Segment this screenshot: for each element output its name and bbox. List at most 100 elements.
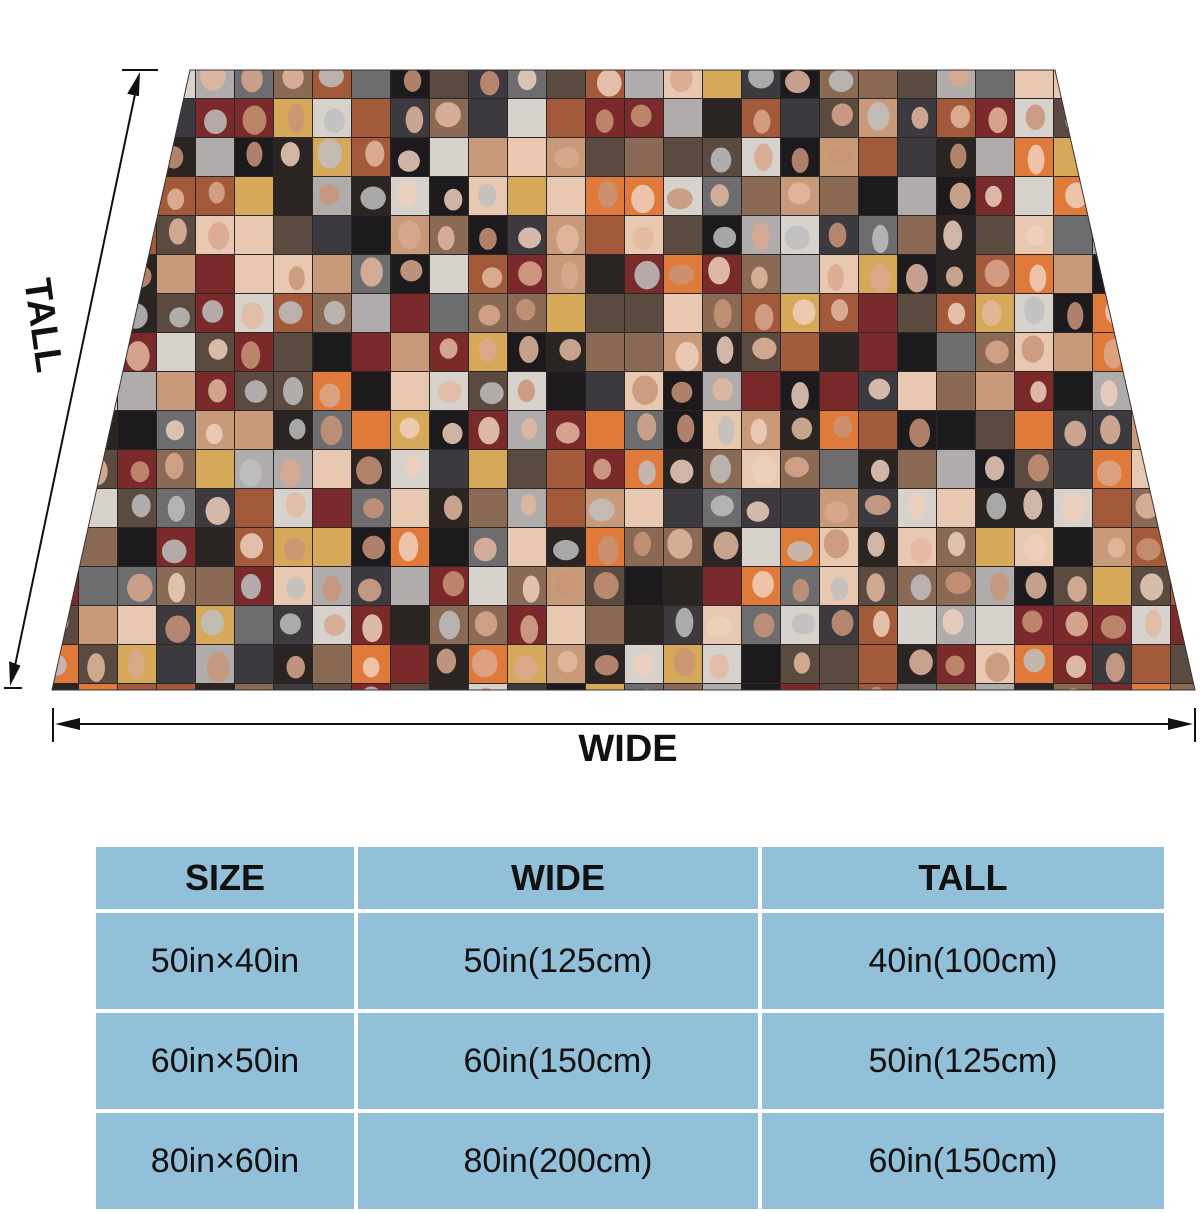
collage-face xyxy=(828,70,854,92)
collage-face xyxy=(93,379,110,401)
collage-face xyxy=(986,492,1007,520)
collage-face xyxy=(713,226,737,249)
collage-face xyxy=(867,686,886,690)
collage-tile xyxy=(898,177,936,215)
collage-tile xyxy=(1132,177,1170,215)
tall-cell: 60in(150cm) xyxy=(762,1113,1164,1209)
collage-face xyxy=(282,70,304,90)
collage-face xyxy=(208,222,230,250)
collage-tile xyxy=(820,177,858,215)
collage-face xyxy=(1061,492,1086,522)
tall-dimension-arrow xyxy=(4,69,158,689)
collage-tile xyxy=(79,411,117,449)
collage-face xyxy=(867,531,885,557)
wide-dimension-arrow xyxy=(52,708,1196,742)
collage-tile xyxy=(625,70,663,98)
tall-cell: 40in(100cm) xyxy=(762,913,1164,1009)
collage-face xyxy=(709,454,731,484)
collage-tile xyxy=(703,99,741,137)
collage-tile xyxy=(1093,138,1131,176)
collage-tile xyxy=(313,645,351,683)
collage-face xyxy=(829,144,853,166)
collage-face xyxy=(240,573,261,600)
collage-tile xyxy=(547,177,585,215)
collage-tile xyxy=(1132,216,1170,254)
collage-tile xyxy=(235,411,273,449)
collage-tile xyxy=(898,684,936,690)
collage-tile xyxy=(313,333,351,371)
collage-face xyxy=(867,101,890,131)
collage-face xyxy=(435,102,461,128)
collage-tile xyxy=(430,528,468,566)
collage-face xyxy=(87,653,105,683)
collage-tile xyxy=(469,450,507,488)
collage-tile xyxy=(1093,489,1131,527)
collage-face xyxy=(320,415,343,446)
collage-face xyxy=(126,264,152,289)
collage-face xyxy=(202,300,224,323)
collage-face xyxy=(1065,182,1088,209)
collage-tile xyxy=(742,684,780,690)
collage-tile xyxy=(352,411,390,449)
collage-face xyxy=(398,220,421,250)
collage-face xyxy=(165,452,184,480)
collage-tile xyxy=(469,138,507,176)
collage-tile xyxy=(235,684,273,690)
collage-tile xyxy=(859,138,897,176)
collage-tile xyxy=(937,684,975,690)
collage-face xyxy=(784,456,809,478)
blanket-diagram xyxy=(4,69,1196,742)
collage-face xyxy=(1025,225,1045,246)
collage-tile xyxy=(118,99,156,137)
collage-face xyxy=(1025,104,1046,130)
collage-tile xyxy=(352,216,390,254)
collage-face xyxy=(405,106,424,134)
collage-face xyxy=(752,455,778,486)
collage-face xyxy=(754,695,775,717)
collage-tile xyxy=(898,294,936,332)
collage-tile xyxy=(976,411,1014,449)
collage-tile xyxy=(1054,684,1092,690)
collage-face xyxy=(287,103,305,133)
collage-tile xyxy=(391,294,429,332)
collage-tile xyxy=(196,567,234,605)
collage-tile xyxy=(1093,255,1131,293)
collage-face xyxy=(1177,420,1195,442)
collage-face xyxy=(279,459,302,487)
collage-face xyxy=(823,529,849,559)
collage-face xyxy=(1140,339,1161,360)
collage-tile xyxy=(820,372,858,410)
collage-face xyxy=(670,459,694,484)
collage-tile xyxy=(625,294,663,332)
collage-tile xyxy=(1093,684,1131,690)
collage-face xyxy=(360,257,383,287)
collage-tile xyxy=(1132,70,1170,98)
collage-face xyxy=(1023,534,1048,562)
collage-face xyxy=(945,655,965,676)
collage-face xyxy=(985,185,1002,207)
collage-face xyxy=(283,376,303,406)
collage-face xyxy=(473,537,497,562)
collage-face xyxy=(280,142,300,167)
collage-tile xyxy=(742,528,780,566)
collage-tile xyxy=(1054,216,1092,254)
collage-face xyxy=(787,182,811,205)
collage-face xyxy=(128,649,145,680)
collage-face xyxy=(947,302,966,325)
collage-face xyxy=(1030,381,1047,403)
collage-face xyxy=(362,657,380,678)
collage-face xyxy=(1023,648,1046,673)
collage-tile xyxy=(937,489,975,527)
collage-face xyxy=(677,414,695,443)
collage-tile xyxy=(157,645,195,683)
collage-tile xyxy=(391,645,429,683)
collage-tile xyxy=(976,70,1014,98)
collage-tile xyxy=(469,567,507,605)
collage-tile xyxy=(781,489,819,527)
collage-face xyxy=(831,299,849,322)
collage-face xyxy=(911,106,929,129)
collage-tile xyxy=(898,216,936,254)
collage-tile xyxy=(1171,70,1195,98)
collage-tile xyxy=(1093,567,1131,605)
collage-face xyxy=(240,533,264,559)
